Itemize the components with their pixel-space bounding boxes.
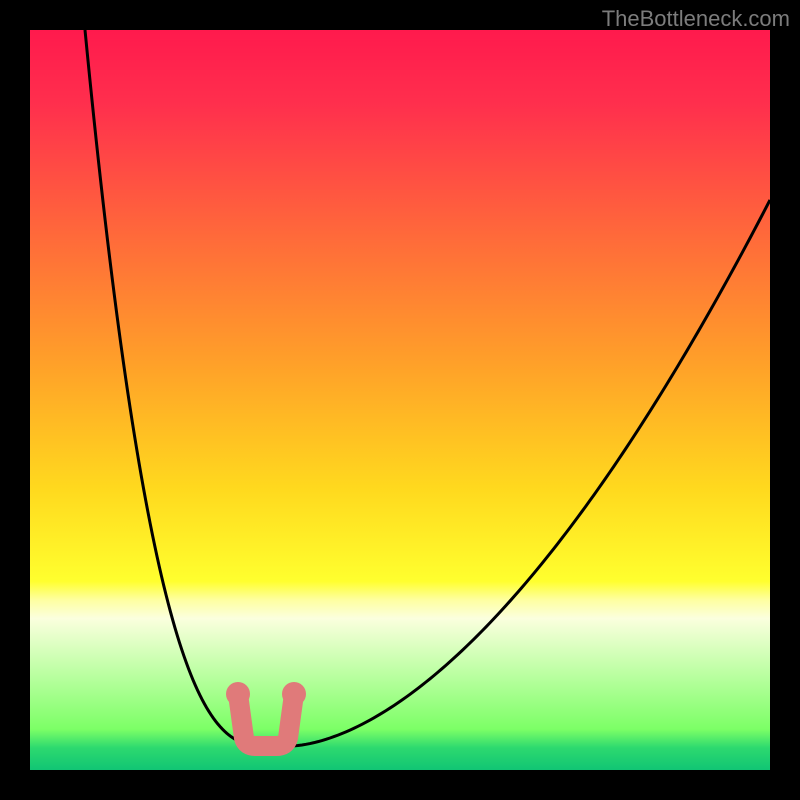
watermark-text: TheBottleneck.com	[602, 6, 790, 32]
threshold-marker-end-right	[282, 682, 306, 706]
plot-area	[30, 30, 770, 770]
chart-frame: TheBottleneck.com	[0, 0, 800, 800]
threshold-marker-end-left	[226, 682, 250, 706]
bottleneck-curve	[85, 30, 770, 746]
curve-layer	[30, 30, 770, 770]
